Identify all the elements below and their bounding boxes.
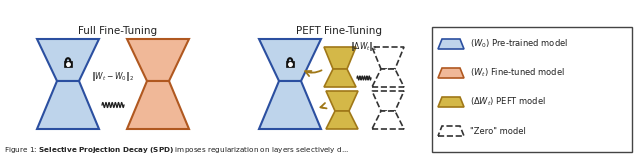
Polygon shape — [372, 111, 404, 129]
Text: "Zero" model: "Zero" model — [470, 127, 526, 135]
Bar — [432, 27, 632, 152]
Bar — [64, 61, 72, 67]
Polygon shape — [326, 91, 358, 111]
Polygon shape — [127, 81, 189, 129]
Polygon shape — [438, 126, 464, 136]
Polygon shape — [37, 39, 99, 81]
Polygon shape — [259, 81, 321, 129]
Polygon shape — [324, 69, 356, 87]
Polygon shape — [372, 91, 404, 111]
Text: PEFT Fine-Tuning: PEFT Fine-Tuning — [296, 26, 382, 36]
Text: $(W_t)$ Fine-tuned model: $(W_t)$ Fine-tuned model — [470, 67, 565, 79]
Text: $(W_0)$ Pre-trained model: $(W_0)$ Pre-trained model — [470, 38, 568, 50]
Polygon shape — [259, 39, 321, 81]
Text: Figure 1: $\mathbf{Selective\ Projection\ Decay\ (SPD)}$ imposes regularization : Figure 1: $\mathbf{Selective\ Projection… — [4, 145, 349, 155]
Text: $\|W_t - W_0\|_2$: $\|W_t - W_0\|_2$ — [92, 70, 134, 83]
Text: $\|\Delta W_t\|_2$: $\|\Delta W_t\|_2$ — [350, 40, 378, 53]
Text: Full Fine-Tuning: Full Fine-Tuning — [79, 26, 157, 36]
Bar — [286, 61, 294, 67]
Polygon shape — [127, 39, 189, 81]
Polygon shape — [326, 111, 358, 129]
Polygon shape — [438, 97, 464, 107]
Polygon shape — [324, 47, 356, 69]
Polygon shape — [37, 81, 99, 129]
Polygon shape — [438, 68, 464, 78]
Polygon shape — [438, 39, 464, 49]
Text: $(\Delta W_t)$ PEFT model: $(\Delta W_t)$ PEFT model — [470, 96, 546, 108]
Polygon shape — [372, 47, 404, 69]
Polygon shape — [372, 69, 404, 87]
